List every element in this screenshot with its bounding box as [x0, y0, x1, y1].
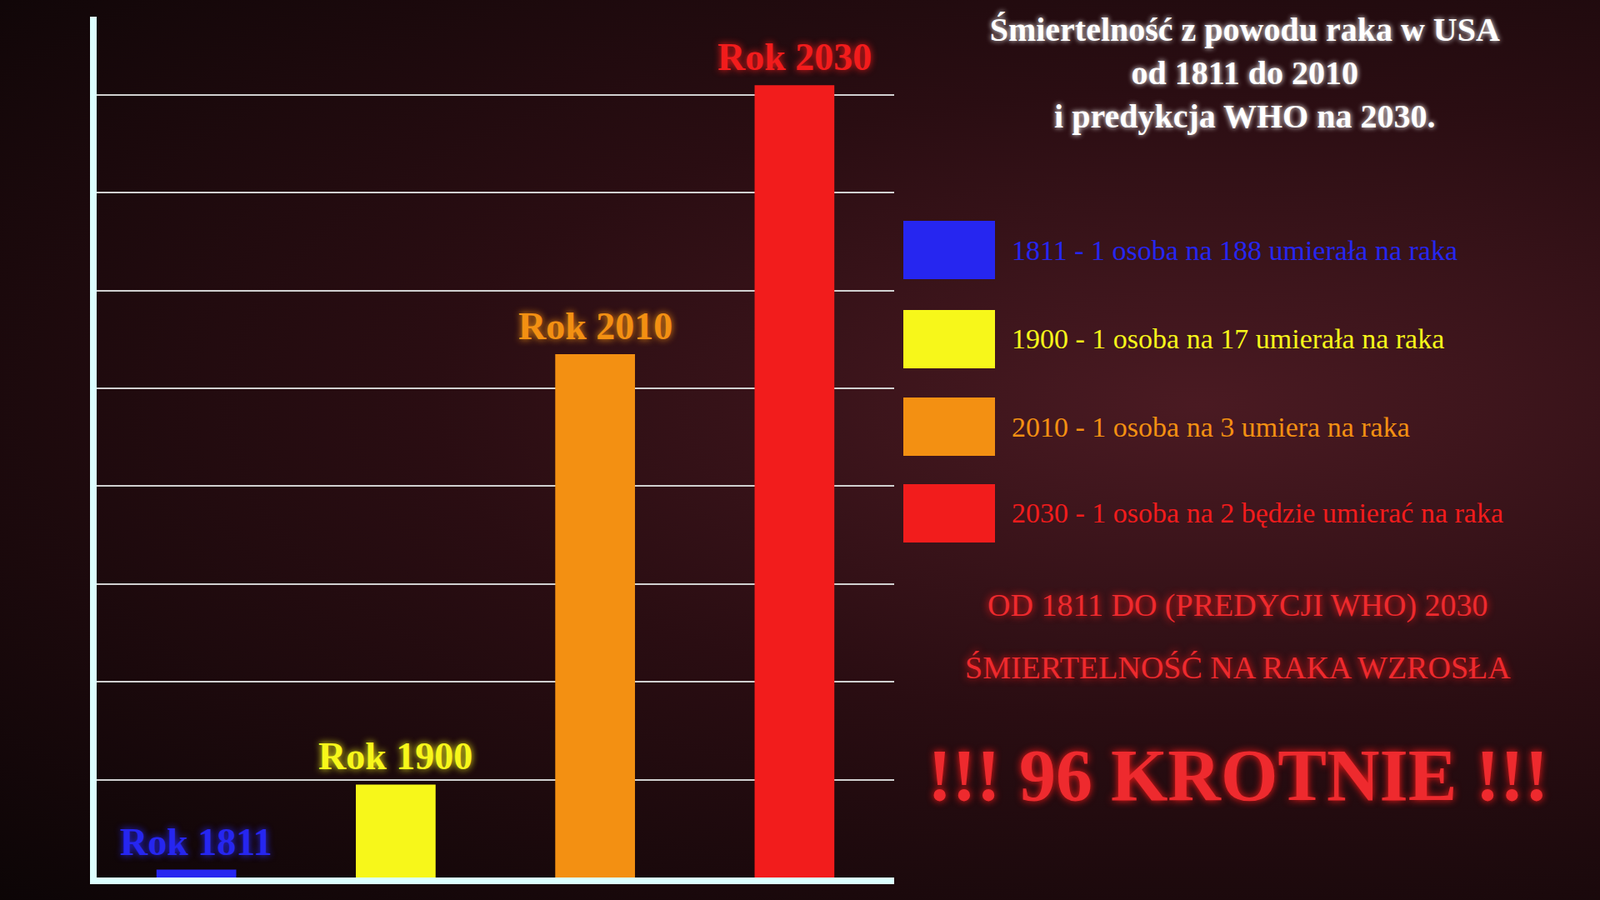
- svg-text:Rok 1811: Rok 1811: [120, 820, 273, 864]
- svg-text:2030 - 1 osoba na 2 będzie umi: 2030 - 1 osoba na 2 będzie umierać na ra…: [1011, 497, 1504, 529]
- svg-text:2010 - 1 osoba na 3 umiera na: 2010 - 1 osoba na 3 umiera na raka: [1011, 411, 1410, 443]
- svg-text:!!! 96 KROTNIE !!!: !!! 96 KROTNIE !!!: [927, 735, 1549, 816]
- svg-text:1811 - 1 osoba na 188 umierała: 1811 - 1 osoba na 188 umierała na raka: [1011, 235, 1458, 266]
- svg-text:Śmiertelność z powodu raka w U: Śmiertelność z powodu raka w USAod 1811 …: [990, 10, 1500, 135]
- svg-text:OD 1811 DO (PREDYCJI WHO) 2030: OD 1811 DO (PREDYCJI WHO) 2030: [987, 587, 1489, 624]
- svg-text:Rok 1900: Rok 1900: [318, 735, 473, 778]
- svg-text:1900 - 1 osoba na 17 umierała: 1900 - 1 osoba na 17 umierała na raka: [1011, 323, 1445, 355]
- svg-text:Rok 2010: Rok 2010: [518, 305, 673, 348]
- svg-text:Rok 2030: Rok 2030: [717, 35, 872, 79]
- svg-text:ŚMIERTELNOŚĆ NA RAKA WZROSŁA: ŚMIERTELNOŚĆ NA RAKA WZROSŁA: [965, 650, 1511, 685]
